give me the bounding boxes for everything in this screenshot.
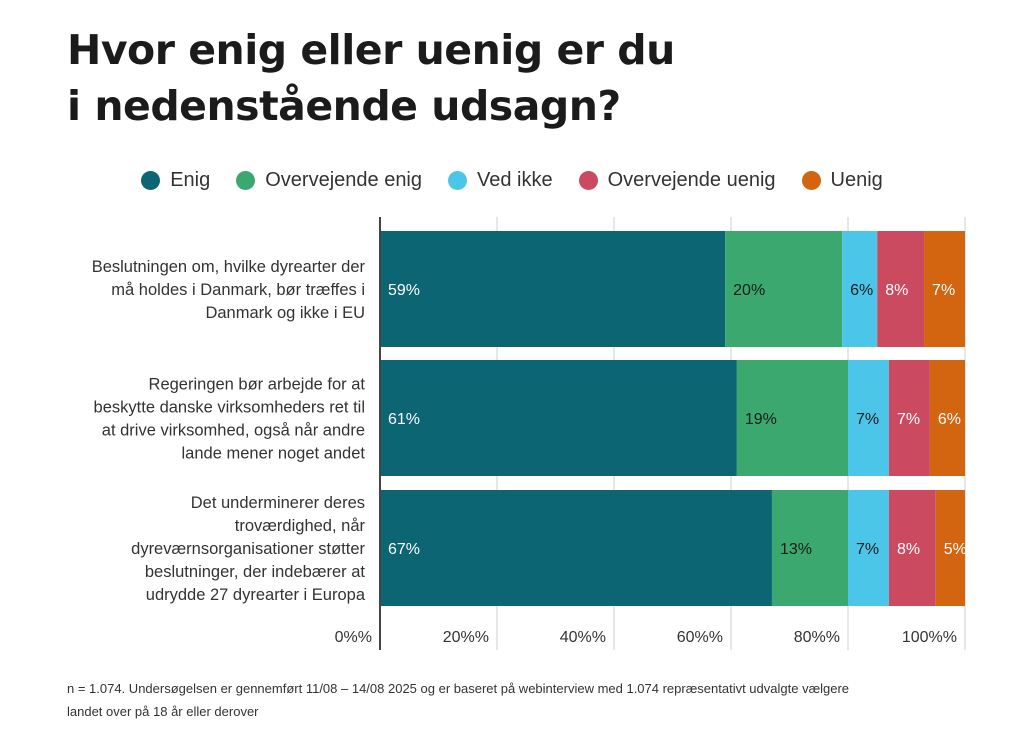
category-label: må holdes i Danmark, bør træffes i — [111, 281, 365, 299]
legend-label: Enig — [170, 168, 211, 191]
data-label: 6% — [850, 282, 873, 299]
category-label: Regeringen bør arbejde for at — [149, 376, 366, 394]
data-label: 7% — [897, 411, 920, 428]
bar-segment — [935, 490, 965, 606]
category-label: dyreværnsorganisationer støtter — [131, 540, 365, 558]
legend-item: Enig — [141, 169, 210, 192]
legend-label: Overvejende enig — [265, 168, 423, 191]
category-label: troværdighed, når — [235, 517, 366, 535]
category-label: at drive virksomhed, også når andre — [102, 422, 365, 440]
bar-segment — [848, 490, 889, 606]
footnote-line: landet over på 18 år eller derover — [67, 704, 259, 719]
bar-segment — [848, 360, 889, 476]
x-tick-label: 60%% — [677, 629, 723, 646]
category-label: lande mener noget andet — [182, 445, 366, 463]
bar-segment — [888, 490, 936, 606]
legend-label: Overvejende uenig — [607, 168, 776, 191]
x-tick-label: 80%% — [794, 629, 840, 646]
data-label: 7% — [856, 541, 879, 558]
legend-swatch — [448, 170, 468, 190]
data-label: 7% — [932, 282, 955, 299]
category-label: udrydde 27 dyrearter i Europa — [146, 586, 366, 604]
x-tick-label: 40%% — [560, 629, 606, 646]
bar-segment — [842, 231, 878, 347]
bar-segment — [771, 490, 848, 606]
footnote-line: n = 1.074. Undersøgelsen er gennemført 1… — [67, 681, 850, 696]
data-label: 59% — [388, 282, 420, 299]
data-label: 67% — [388, 541, 420, 558]
bar-segment — [380, 490, 772, 606]
x-tick-label: 100%% — [902, 629, 957, 646]
data-label: 5% — [944, 541, 967, 558]
bar-segment — [888, 360, 930, 476]
footnote: n = 1.074. Undersøgelsen er gennemført 1… — [67, 677, 967, 723]
data-label: 6% — [938, 411, 961, 428]
data-label: 19% — [745, 411, 777, 428]
legend-item: Uenig — [801, 168, 883, 192]
bar-segment — [877, 231, 925, 347]
bar-segment — [725, 231, 843, 347]
bar-segment — [929, 360, 965, 476]
x-tick-label: 0%% — [335, 629, 372, 646]
bar-segment — [736, 360, 848, 476]
legend-item: Overvejende uenig — [578, 168, 776, 192]
chart-title: Hvor enig eller uenig er du i nedenståen… — [67, 22, 947, 134]
bar-segment — [380, 231, 726, 347]
legend-swatch — [236, 170, 256, 190]
legend-item: Ved ikke — [448, 169, 553, 192]
data-label: 7% — [856, 411, 879, 428]
category-label: Det underminerer deres — [191, 494, 365, 512]
data-label: 8% — [897, 541, 920, 558]
data-label: 20% — [733, 282, 765, 299]
bar-segment — [380, 360, 737, 476]
legend-swatch — [578, 170, 598, 190]
x-tick-label: 20%% — [443, 629, 489, 646]
category-label: Beslutningen om, hvilke dyrearter der — [92, 258, 366, 276]
chart-legend: Enig Overvejende enig Ved ikke Overvejende … — [0, 166, 1024, 194]
data-label: 13% — [780, 541, 812, 558]
chart-title-line: Hvor enig eller uenig er du — [67, 26, 675, 74]
category-label: beslutninger, der indebærer at — [145, 563, 366, 581]
legend-label: Uenig — [830, 168, 883, 191]
category-label: Danmark og ikke i EU — [205, 304, 365, 322]
category-label: beskytte danske virksomheders ret til — [94, 399, 365, 417]
data-label: 61% — [388, 411, 420, 428]
bar-segment — [924, 231, 965, 347]
legend-item: Overvejende enig — [236, 169, 422, 192]
legend-label: Ved ikke — [477, 168, 553, 191]
chart-title-line: i nedenstående udsagn? — [67, 82, 621, 130]
data-label: 8% — [885, 282, 908, 299]
legend-swatch — [141, 170, 161, 190]
legend-swatch — [801, 170, 821, 190]
